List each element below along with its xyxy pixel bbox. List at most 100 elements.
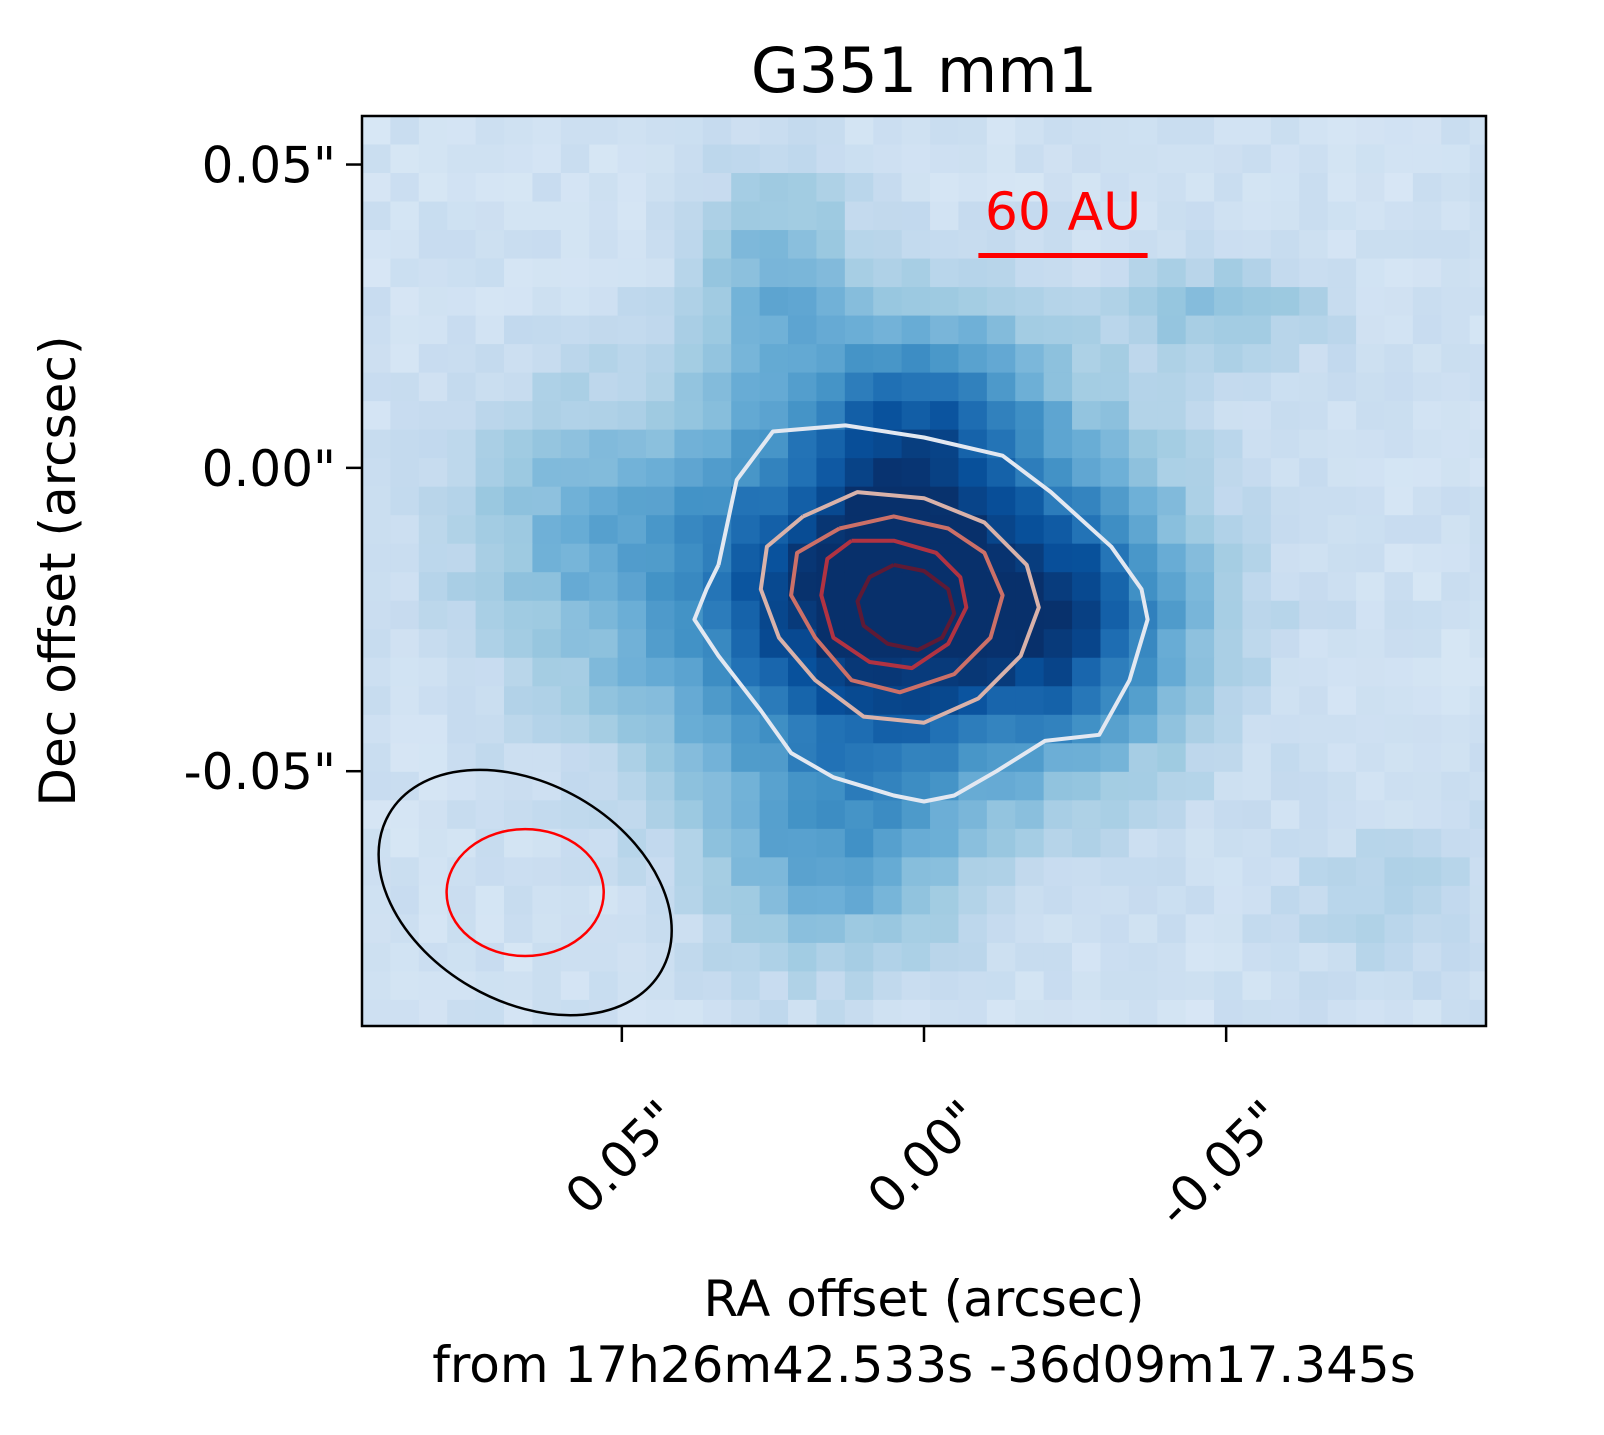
- heatmap-pixel: [901, 486, 931, 516]
- heatmap-pixel: [390, 173, 420, 203]
- heatmap-pixel: [1384, 657, 1414, 687]
- heatmap-pixel: [1015, 344, 1045, 374]
- heatmap-pixel: [1327, 287, 1357, 317]
- heatmap-pixel: [1299, 600, 1329, 630]
- heatmap-pixel: [1214, 173, 1244, 203]
- heatmap-pixel: [390, 344, 420, 374]
- heatmap-pixel: [845, 1028, 874, 1057]
- heatmap-pixel: [1128, 828, 1158, 858]
- heatmap-pixel: [702, 201, 732, 231]
- heatmap-pixel: [532, 230, 562, 260]
- heatmap-pixel: [589, 201, 619, 231]
- y-tick-label: 0.05": [202, 137, 336, 195]
- heatmap-pixel: [390, 743, 420, 773]
- heatmap-pixel: [1270, 629, 1300, 659]
- heatmap-pixel: [1015, 401, 1045, 431]
- heatmap-pixel: [1469, 600, 1486, 630]
- heatmap-pixel: [1157, 486, 1187, 516]
- heatmap-pixel: [504, 828, 534, 858]
- heatmap-pixel: [362, 714, 391, 744]
- heatmap-pixel: [1214, 885, 1244, 915]
- heatmap-pixel: [844, 714, 874, 744]
- heatmap-pixel: [1498, 629, 1527, 658]
- heatmap-pixel: [1043, 287, 1073, 317]
- heatmap-pixel: [1242, 800, 1272, 830]
- heatmap-pixel: [560, 116, 590, 146]
- heatmap-pixel: [958, 173, 988, 203]
- heatmap-pixel: [702, 885, 732, 915]
- heatmap-pixel: [447, 600, 477, 630]
- heatmap-pixel: [646, 372, 676, 402]
- heatmap-pixel: [1270, 600, 1300, 630]
- heatmap-pixel: [1412, 828, 1442, 858]
- heatmap-pixel: [1185, 914, 1215, 944]
- heatmap-pixel: [1072, 372, 1102, 402]
- heatmap-pixel: [1157, 999, 1187, 1026]
- heatmap-pixel: [1128, 258, 1158, 288]
- heatmap-pixel: [816, 999, 846, 1026]
- heatmap-pixel: [475, 714, 505, 744]
- heatmap-pixel: [986, 885, 1016, 915]
- heatmap-pixel: [1100, 258, 1130, 288]
- heatmap-pixel: [759, 372, 789, 402]
- heatmap-pixel: [1384, 1028, 1413, 1057]
- heatmap-pixel: [447, 1028, 476, 1057]
- heatmap-pixel: [1157, 429, 1187, 459]
- heatmap-pixel: [986, 173, 1016, 203]
- heatmap-pixel: [362, 885, 391, 915]
- heatmap-pixel: [504, 629, 534, 659]
- heatmap-pixel: [958, 258, 988, 288]
- heatmap-pixel: [1157, 857, 1187, 887]
- heatmap-pixel: [475, 486, 505, 516]
- heatmap-pixel: [560, 629, 590, 659]
- heatmap-pixel: [1498, 116, 1527, 145]
- heatmap-pixel: [816, 657, 846, 687]
- heatmap-pixel: [1214, 771, 1244, 801]
- heatmap-pixel: [1043, 600, 1073, 630]
- heatmap-pixel: [731, 230, 761, 260]
- heatmap-pixel: [1214, 543, 1244, 573]
- heatmap-pixel: [1185, 344, 1215, 374]
- heatmap-pixel: [816, 914, 846, 944]
- heatmap-pixel: [873, 401, 903, 431]
- heatmap-pixel: [617, 486, 647, 516]
- heatmap-pixel: [390, 401, 420, 431]
- heatmap-pixel: [1384, 714, 1414, 744]
- heatmap-pixel: [589, 629, 619, 659]
- heatmap-pixel: [589, 486, 619, 516]
- heatmap-pixel: [1072, 572, 1102, 602]
- heatmap-pixel: [504, 144, 534, 174]
- heatmap-pixel: [1441, 999, 1471, 1026]
- heatmap-pixel: [844, 116, 874, 146]
- heatmap-pixel: [1441, 1028, 1470, 1057]
- heatmap-pixel: [1413, 1028, 1442, 1057]
- heatmap-pixel: [1327, 686, 1357, 716]
- heatmap-pixel: [1242, 686, 1272, 716]
- heatmap-pixel: [702, 230, 732, 260]
- heatmap-pixel: [674, 116, 704, 146]
- heatmap-pixel: [1072, 743, 1102, 773]
- y-tick-label: -0.05": [184, 743, 336, 801]
- heatmap-pixel: [759, 116, 789, 146]
- heatmap-pixel: [1214, 315, 1244, 345]
- heatmap-pixel: [447, 401, 477, 431]
- heatmap-pixel: [1384, 315, 1414, 345]
- heatmap-pixel: [1384, 372, 1414, 402]
- heatmap-pixel: [1043, 258, 1073, 288]
- heatmap-pixel: [532, 1028, 561, 1057]
- heatmap-pixel: [788, 914, 818, 944]
- heatmap-pixel: [560, 914, 590, 944]
- heatmap-pixel: [1498, 487, 1527, 516]
- heatmap-pixel: [1128, 344, 1158, 374]
- heatmap-pixel: [1043, 315, 1073, 345]
- heatmap-pixel: [617, 800, 647, 830]
- scalebar: 60 AU: [978, 183, 1148, 259]
- heatmap-pixel: [930, 743, 960, 773]
- heatmap-pixel: [532, 629, 562, 659]
- heatmap-pixel: [475, 600, 505, 630]
- heatmap-pixel: [1128, 401, 1158, 431]
- heatmap-pixel: [930, 344, 960, 374]
- heatmap-pixel: [1356, 857, 1386, 887]
- heatmap-pixel: [1100, 144, 1130, 174]
- heatmap-pixel: [1469, 971, 1486, 1001]
